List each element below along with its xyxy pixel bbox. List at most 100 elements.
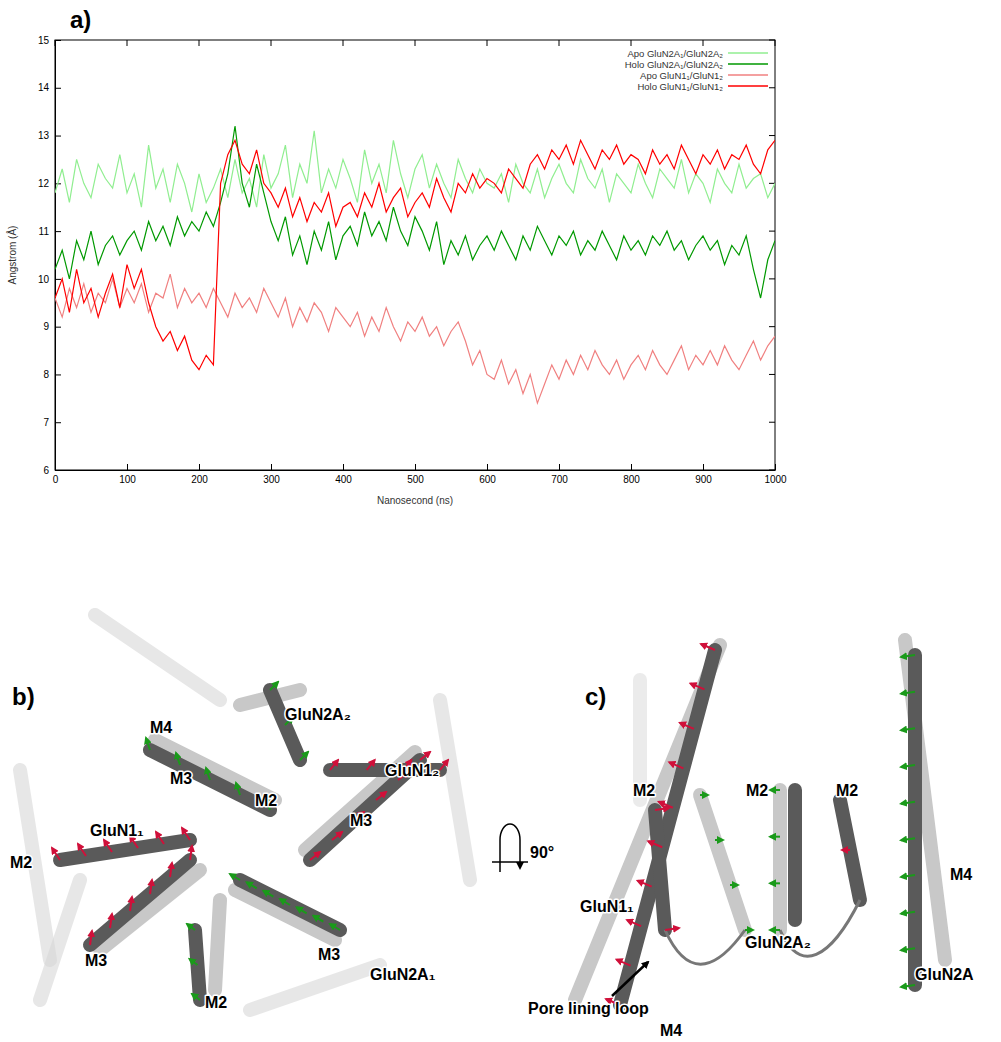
rotation-axis <box>492 861 528 863</box>
x-tick-mark-top <box>559 40 560 46</box>
motion-arrow <box>330 924 340 930</box>
y-tick-mark-right <box>769 231 775 232</box>
legend-swatch <box>728 74 768 76</box>
motion-arrow <box>659 802 673 808</box>
diagram-label: GluN2A₂ <box>285 706 351 723</box>
x-tick-mark-top <box>415 40 416 46</box>
motion-arrow <box>236 783 240 795</box>
x-tick-mark <box>631 464 632 470</box>
motion-arrow <box>297 907 307 913</box>
diagram-label: M2 <box>633 782 655 799</box>
x-tick-label: 300 <box>263 474 280 485</box>
motion-arrow <box>745 929 753 931</box>
x-tick-mark-top <box>199 40 200 46</box>
x-tick: 1000 <box>764 464 787 485</box>
y-tick-mark <box>55 88 61 89</box>
helix <box>700 795 745 930</box>
panel-label: a) <box>70 6 91 33</box>
motion-arrow <box>901 875 915 877</box>
motion-arrow <box>901 838 915 840</box>
motion-arrow <box>700 794 708 796</box>
y-tick-mark <box>55 374 61 375</box>
series-line <box>55 140 775 369</box>
plot-frame <box>55 40 775 470</box>
x-tick-mark <box>199 464 200 470</box>
x-tick-label: 500 <box>407 474 424 485</box>
y-tick-label: 9 <box>43 321 49 332</box>
motion-arrow <box>330 760 338 770</box>
y-tick: 9 <box>43 321 61 332</box>
diagram-label: M4 <box>950 866 972 883</box>
panel-c: M2M2M2GluN1₁GluN2A₂M4GluN2AM490°Pore lin… <box>492 640 974 1039</box>
x-tick-mark <box>559 464 560 470</box>
x-tick-mark-top <box>631 40 632 46</box>
y-tick-mark-right <box>769 422 775 423</box>
helix <box>270 690 300 760</box>
motion-arrow <box>187 924 195 930</box>
x-tick-label: 600 <box>479 474 496 485</box>
helix <box>90 860 190 945</box>
diagram-label: M2 <box>10 854 32 871</box>
motion-arrow <box>230 874 240 880</box>
diagram-label: GluN2A₂ <box>745 934 811 951</box>
motion-arrow <box>247 882 257 888</box>
motion-arrow <box>150 880 152 894</box>
diagram-label: M2 <box>255 792 277 809</box>
panel-label: b) <box>12 683 35 710</box>
x-tick: 800 <box>623 464 640 485</box>
legend-swatch <box>728 52 768 54</box>
x-tick-mark <box>703 464 704 470</box>
motion-arrow <box>170 863 172 877</box>
motion-arrow <box>146 738 150 750</box>
x-tick-mark <box>271 464 272 470</box>
x-tick: 300 <box>263 464 280 485</box>
motion-arrow <box>680 723 694 729</box>
panel-b: M4GluN2A₂GluN1₂M3M2M3GluN1₁M2M3M3GluN2A₁… <box>10 615 470 1011</box>
motion-arrow <box>440 760 448 770</box>
motion-arrow <box>770 836 780 838</box>
motion-arrow <box>901 655 915 657</box>
x-tick-mark-top <box>127 40 128 46</box>
helix <box>655 810 665 930</box>
diagram-label: M4 <box>150 719 172 736</box>
motion-arrow <box>730 884 738 886</box>
x-tick-label: 100 <box>119 474 136 485</box>
x-tick-mark <box>343 464 344 470</box>
legend: Apo GluN2A₁/GluN2A₂Holo GluN2A₁/GluN2A₂A… <box>625 48 768 92</box>
helix <box>100 870 200 950</box>
motion-arrow <box>617 960 631 966</box>
motion-arrow <box>770 929 780 931</box>
series-line <box>55 131 775 212</box>
x-tick-label: 0 <box>53 474 59 485</box>
motion-arrow <box>690 683 704 689</box>
motion-arrow <box>665 928 679 930</box>
helix <box>40 880 80 1000</box>
y-tick-label: 8 <box>43 369 49 380</box>
y-tick: 13 <box>38 130 61 141</box>
legend-label: Apo GluN1₁/GluN1₂ <box>640 70 723 81</box>
x-tick: 200 <box>191 464 208 485</box>
motion-arrow <box>110 914 112 928</box>
motion-arrow <box>901 765 915 767</box>
motion-arrow <box>90 931 92 945</box>
y-tick-label: 12 <box>38 178 50 189</box>
y-tick: 14 <box>38 82 61 93</box>
diagram-label: M3 <box>85 952 107 969</box>
x-tick-label: 1000 <box>764 474 787 485</box>
helix <box>215 900 220 990</box>
y-tick-mark-right <box>769 374 775 375</box>
motion-arrow <box>638 881 652 887</box>
x-axis: 01002003004005006007008009001000 <box>53 464 787 485</box>
x-tick: 400 <box>335 464 352 485</box>
y-tick-label: 10 <box>38 274 50 285</box>
motion-arrow <box>310 852 320 860</box>
legend-swatch <box>728 63 768 65</box>
y-tick-label: 14 <box>38 82 50 93</box>
y-axis-title: Angstrom (Å) <box>6 226 18 285</box>
motion-arrow <box>648 841 662 847</box>
helix <box>908 655 922 985</box>
motion-arrow <box>376 792 386 800</box>
helix <box>773 790 787 930</box>
y-tick-mark <box>55 327 61 328</box>
legend-label: Apo GluN2A₁/GluN2A₂ <box>627 48 723 59</box>
